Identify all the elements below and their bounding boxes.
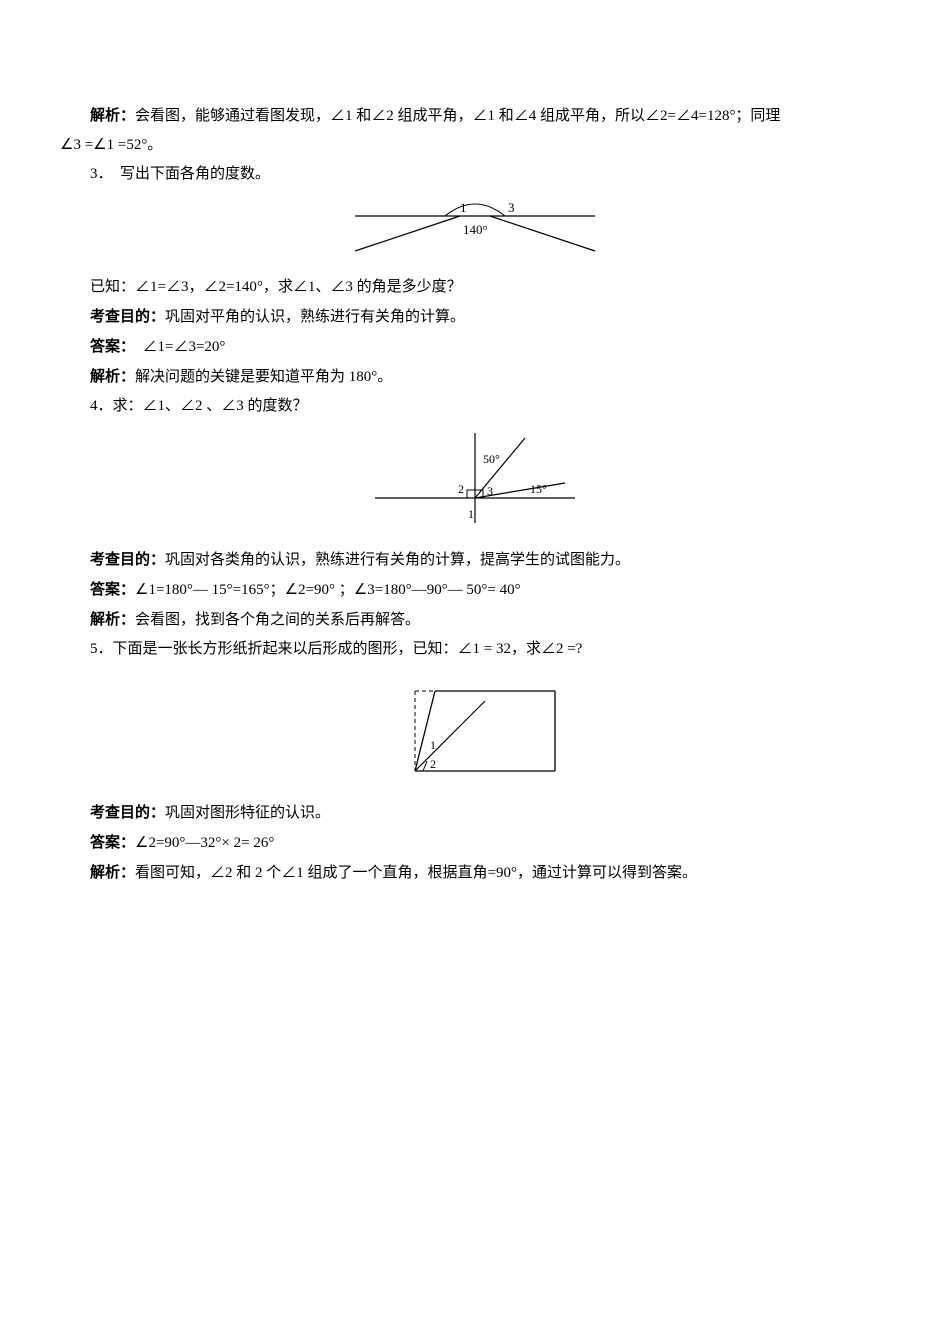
q3-explain: 解析：解决问题的关键是要知道平角为 180°。: [60, 363, 890, 391]
q3-ans-text: ∠1=∠3=20°: [128, 339, 226, 355]
q4-ans-label: 答案：: [90, 581, 135, 598]
q4-fig-label-15: 15°: [530, 482, 547, 496]
q4-fig-label-50: 50°: [483, 452, 500, 466]
q5-title-line: 5．下面是一张长方形纸折起来以后形成的图形，已知：∠1 = 32，求∠2 =?: [60, 636, 890, 663]
q4-aim-text: 巩固对各类角的认识，熟练进行有关角的计算，提高学生的试图能力。: [165, 552, 630, 568]
q4-ans-text: ∠1=180°— 15°=165°；∠2=90° ；∠3=180°—90°— 5…: [135, 582, 521, 598]
q4-title: 求：∠1、∠2 、∠3 的度数？: [113, 398, 308, 414]
q4-fig-label-3: 3: [487, 484, 493, 498]
q4-exp-label: 解析：: [90, 611, 135, 628]
q4-number: 4．: [90, 398, 113, 414]
q3-given: 已知：∠1=∠3，∠2=140°，求∠1、∠3 的角是多少度？: [60, 274, 890, 301]
q5-exp-text: 看图可知，∠2 和 2 个∠1 组成了一个直角，根据直角=90°，通过计算可以得…: [135, 865, 697, 881]
q3-aim-label: 考查目的：: [90, 308, 165, 325]
q5-ans-text: ∠2=90°—32°× 2= 26°: [135, 835, 274, 851]
analysis-text-a: 会看图，能够通过看图发现，∠1 和∠2 组成平角，∠1 和∠4 组成平角，所以∠…: [135, 108, 780, 124]
q5-explain: 解析：看图可知，∠2 和 2 个∠1 组成了一个直角，根据直角=90°，通过计算…: [60, 859, 890, 887]
q5-fig-label-1: 1: [430, 738, 436, 752]
q3-title-line: 3． 写出下面各角的度数。: [60, 161, 890, 188]
q5-answer: 答案：∠2=90°—32°× 2= 26°: [60, 829, 890, 857]
q3-ans-label: 答案：: [90, 338, 128, 355]
q5-exp-label: 解析：: [90, 864, 135, 881]
q5-svg: 1 2: [375, 671, 575, 781]
q3-figure: 1 3 140°: [60, 196, 890, 266]
q4-svg: 50° 15° 2 3 1: [365, 428, 585, 528]
q3-fig-label-1: 1: [460, 200, 467, 215]
q5-fig-label-2: 2: [430, 757, 436, 771]
analysis-para-1: 解析：会看图，能够通过看图发现，∠1 和∠2 组成平角，∠1 和∠4 组成平角，…: [60, 102, 890, 130]
q5-figure: 1 2: [60, 671, 890, 791]
q4-fig-label-2: 2: [458, 482, 464, 496]
q3-exp-text: 解决问题的关键是要知道平角为 180°。: [135, 369, 392, 385]
analysis-label: 解析：: [90, 107, 135, 124]
q5-ans-label: 答案：: [90, 834, 135, 851]
q5-aim-label: 考查目的：: [90, 804, 165, 821]
q3-svg: 1 3 140°: [345, 196, 605, 256]
q3-fig-label-140: 140°: [463, 222, 488, 237]
q4-aim: 考查目的：巩固对各类角的认识，熟练进行有关角的计算，提高学生的试图能力。: [60, 546, 890, 574]
q5-aim: 考查目的：巩固对图形特征的认识。: [60, 799, 890, 827]
q3-aim: 考查目的：巩固对平角的认识，熟练进行有关角的计算。: [60, 303, 890, 331]
analysis-para-1b: ∠3 =∠1 =52°。: [60, 132, 890, 159]
q4-fig-label-1: 1: [468, 507, 474, 521]
q3-aim-text: 巩固对平角的认识，熟练进行有关角的计算。: [165, 309, 465, 325]
q4-title-line: 4．求：∠1、∠2 、∠3 的度数？: [60, 393, 890, 420]
q3-answer: 答案： ∠1=∠3=20°: [60, 333, 890, 361]
q5-aim-text: 巩固对图形特征的认识。: [165, 805, 330, 821]
q4-exp-text: 会看图，找到各个角之间的关系后再解答。: [135, 612, 420, 628]
q3-exp-label: 解析：: [90, 368, 135, 385]
q4-aim-label: 考查目的：: [90, 551, 165, 568]
q4-figure: 50° 15° 2 3 1: [60, 428, 890, 538]
q5-title: 下面是一张长方形纸折起来以后形成的图形，已知：∠1 = 32，求∠2 =?: [113, 641, 583, 657]
q4-answer: 答案：∠1=180°— 15°=165°；∠2=90° ；∠3=180°—90°…: [60, 576, 890, 604]
q3-fig-label-3: 3: [508, 200, 515, 215]
q4-explain: 解析：会看图，找到各个角之间的关系后再解答。: [60, 606, 890, 634]
analysis-text-b: ∠3 =∠1 =52°。: [60, 137, 162, 153]
q3-title: 写出下面各角的度数。: [120, 166, 270, 182]
q3-number: 3．: [90, 166, 105, 182]
q5-number: 5．: [90, 641, 113, 657]
